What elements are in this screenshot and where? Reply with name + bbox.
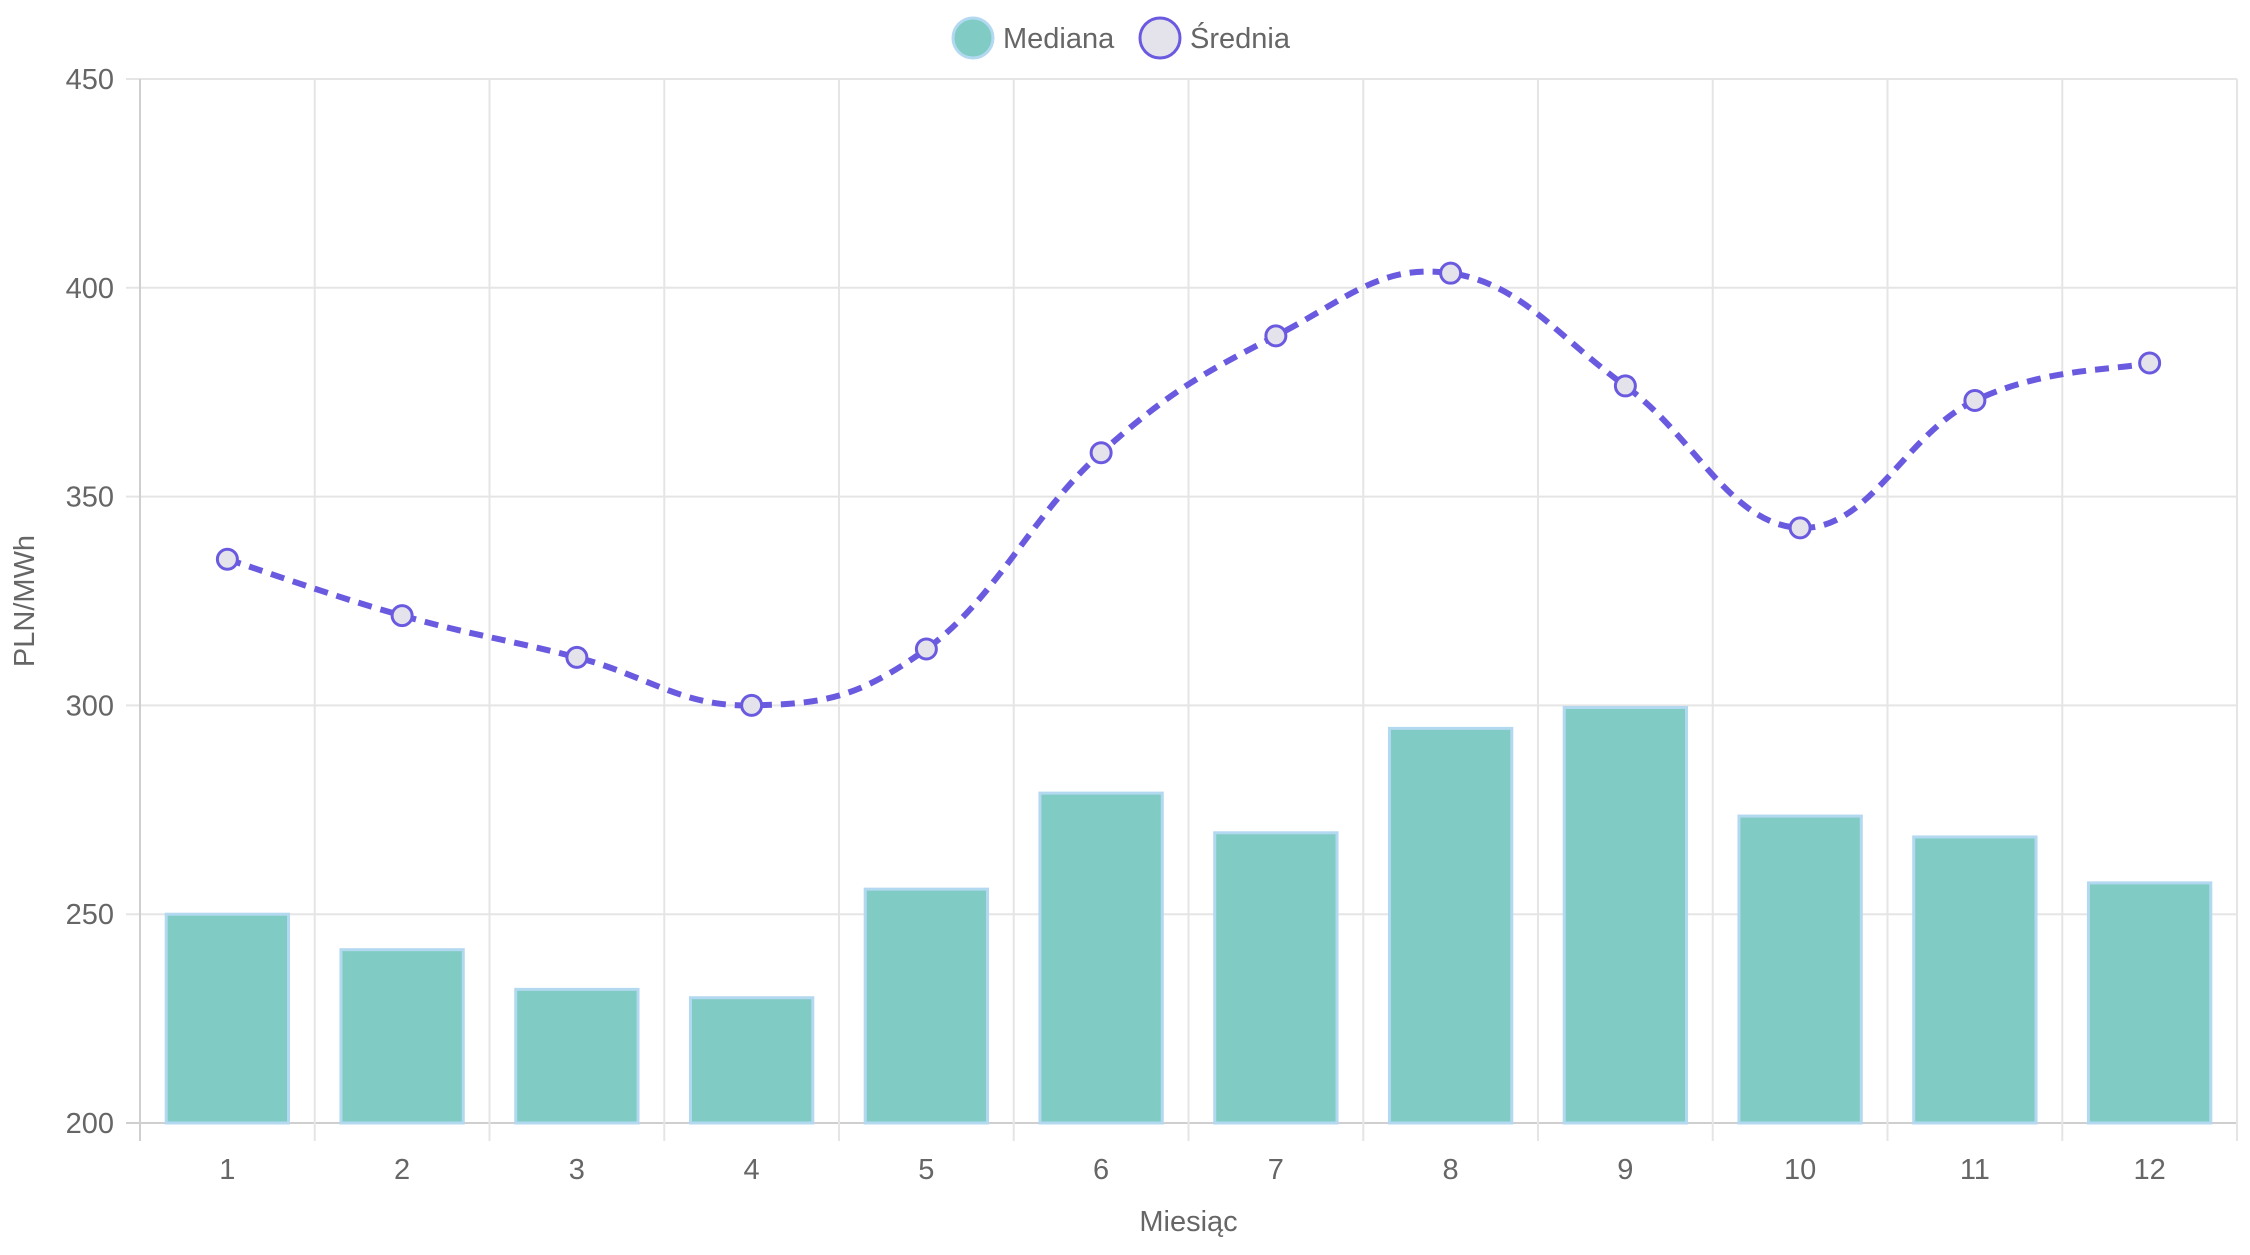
mean-point	[1439, 261, 1463, 285]
median-bar	[339, 948, 465, 1125]
mean-point	[914, 637, 938, 661]
legend-swatch-mean	[1138, 16, 1182, 60]
mean-point	[565, 645, 589, 669]
x-tick-label: 5	[918, 1154, 934, 1186]
legend: Mediana Średnia	[951, 16, 1291, 60]
median-bar	[2086, 881, 2213, 1125]
x-tick-label: 12	[2133, 1154, 2165, 1186]
legend-swatch-median	[951, 16, 995, 60]
x-tick-label: 2	[394, 1154, 410, 1186]
x-tick-label: 9	[1617, 1154, 1633, 1186]
line-layer	[215, 261, 2162, 717]
median-bar	[514, 987, 640, 1125]
grid-layer	[126, 78, 2238, 1141]
mean-point	[2138, 351, 2162, 375]
median-bar	[1387, 726, 1514, 1125]
median-bar	[688, 996, 815, 1125]
mean-point	[215, 547, 239, 571]
mean-point	[1089, 441, 1113, 465]
median-bar	[1038, 791, 1164, 1125]
y-tick-label: 200	[66, 1108, 114, 1140]
mean-point	[740, 693, 764, 717]
mean-line	[226, 268, 2151, 709]
median-bar	[1912, 835, 2038, 1125]
y-tick-label: 400	[66, 273, 114, 305]
legend-label: Średnia	[1190, 21, 1291, 55]
mean-point	[1963, 389, 1987, 413]
y-axis-title: PLN/MWh	[9, 535, 41, 667]
y-tick-label: 300	[66, 690, 114, 722]
y-tick-label: 250	[66, 899, 114, 931]
median-bar	[1562, 705, 1689, 1125]
mean-point	[390, 604, 414, 628]
x-tick-label: 11	[1960, 1154, 1990, 1186]
median-bar	[1213, 831, 1339, 1125]
x-tick-label: 7	[1268, 1154, 1284, 1186]
x-tick-label: 4	[744, 1154, 760, 1186]
x-tick-label: 10	[1784, 1154, 1816, 1186]
x-tick-label: 6	[1093, 1154, 1109, 1186]
y-tick-label: 450	[66, 64, 114, 96]
x-tick-label: 8	[1443, 1154, 1459, 1186]
median-bar	[863, 887, 990, 1125]
mean-point	[1788, 516, 1812, 540]
x-tick-label: 1	[219, 1154, 235, 1186]
y-tick-label: 350	[66, 482, 114, 514]
legend-label: Mediana	[1003, 23, 1115, 55]
mean-point	[1264, 324, 1288, 348]
median-bar	[164, 912, 291, 1125]
median-bar	[1737, 814, 1863, 1125]
x-axis-title: Miesiąc	[1139, 1206, 1237, 1238]
x-tick-label: 3	[569, 1154, 585, 1186]
bars-layer	[164, 705, 2213, 1125]
mean-point	[1613, 374, 1637, 398]
